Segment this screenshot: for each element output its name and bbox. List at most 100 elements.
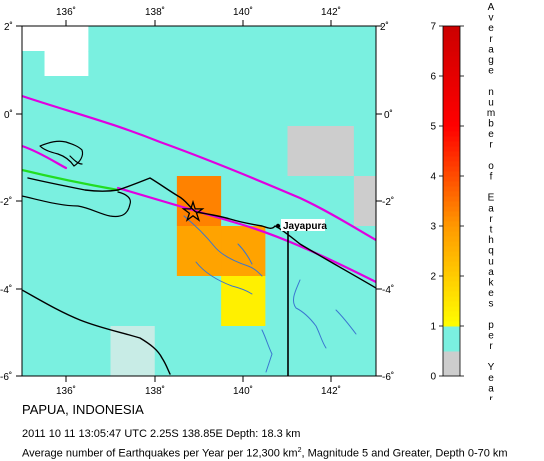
color-scale-title-letter: e	[488, 288, 494, 299]
rate-grid-cell	[176, 251, 200, 277]
rate-grid-cell	[110, 251, 134, 277]
river-south-east	[261, 329, 273, 373]
rate-grid-cell	[66, 326, 89, 352]
color-scale-frame	[442, 25, 461, 377]
rate-grid-cell	[243, 226, 266, 252]
rate-grid-cell	[243, 351, 266, 376]
rate-grid-cell	[353, 301, 376, 327]
rate-grid-cell	[66, 226, 89, 252]
rate-grid-cell	[331, 176, 355, 202]
color-scale-segment	[443, 331, 460, 337]
rate-grid-cell	[154, 101, 178, 127]
rate-grid-cells	[22, 26, 376, 376]
color-scale-segment	[443, 276, 460, 282]
color-scale-segment	[443, 41, 460, 47]
map-description-superscript: 2	[297, 447, 302, 454]
rate-grid-cell	[44, 351, 67, 376]
color-scale-segment	[443, 356, 460, 362]
rate-grid-cell	[22, 351, 45, 376]
rate-grid-cell	[331, 101, 355, 127]
lat-tick-label-left: -4˚	[0, 284, 12, 296]
rate-grid-cell	[331, 326, 355, 352]
rate-grid-cell	[353, 276, 376, 302]
rate-grid-cell	[66, 251, 89, 277]
rate-grid-cell	[199, 276, 222, 302]
rate-grid-cell	[154, 26, 178, 52]
rate-grid-cell	[132, 51, 156, 77]
rate-grid-cell	[22, 201, 45, 227]
rate-grid-cell	[44, 126, 67, 152]
rate-grid-cell	[44, 201, 67, 227]
rate-grid-cell	[88, 351, 111, 376]
lon-tick-label-top: 136˚	[56, 6, 76, 18]
river-fly-upper	[293, 279, 327, 349]
plate-boundary-north	[22, 94, 376, 242]
color-scale-title-letter: a	[488, 203, 494, 214]
color-scale-segment	[443, 221, 460, 227]
rate-grid-cell	[265, 101, 288, 127]
color-scale-segment	[443, 361, 460, 367]
rate-grid-cell	[199, 351, 222, 376]
rate-grid-cell	[176, 226, 200, 252]
color-scale-segment	[443, 211, 460, 217]
color-scale-segment	[443, 71, 460, 77]
rate-grid-cell	[309, 26, 333, 52]
rate-grid-cell	[309, 101, 333, 127]
rate-grid-cell	[44, 226, 67, 252]
rate-grid-cell	[132, 251, 156, 277]
color-scale-title-letter: r	[489, 394, 493, 400]
rate-grid-cell	[132, 76, 156, 102]
color-scale-tick-label: 4	[430, 172, 436, 183]
lat-tick-label-right: -6˚	[382, 371, 394, 383]
color-scale-segment	[443, 251, 460, 257]
rate-grid-cell	[44, 301, 67, 327]
secondary-fault-line	[22, 168, 120, 192]
rate-grid-cell	[243, 76, 266, 102]
color-scale-segment	[443, 111, 460, 117]
color-scale-bar	[443, 26, 460, 377]
rate-grid-cell	[309, 151, 333, 177]
rate-grid-cell	[331, 26, 355, 52]
rate-grid-cell	[199, 176, 222, 202]
rate-grid-cell	[265, 26, 288, 52]
color-scale-title-letter: f	[490, 172, 493, 183]
rate-grid-cell	[243, 151, 266, 177]
color-scale-title-letter: e	[488, 23, 494, 34]
rate-grid-cell	[110, 226, 134, 252]
color-scale-title-letter: e	[488, 129, 494, 140]
rate-grid-cell	[199, 76, 222, 102]
rate-grid-cell	[287, 26, 311, 52]
rate-grid-cell	[353, 226, 376, 252]
lon-tick-label-top: 142˚	[321, 6, 341, 18]
rate-grid-cell	[132, 326, 156, 352]
lat-tick-label-right: -2˚	[382, 196, 394, 208]
color-scale-title-letter: s	[489, 299, 494, 310]
rate-grid-cell	[22, 101, 45, 127]
rate-grid-cell	[331, 351, 355, 376]
rate-grid-cell	[22, 76, 45, 102]
color-scale-title-letter: p	[488, 320, 494, 331]
rate-grid-cell	[132, 126, 156, 152]
color-scale-segment	[443, 206, 460, 212]
color-scale-segment	[443, 161, 460, 167]
color-scale-title-letter: u	[488, 97, 494, 108]
rate-grid-cell	[221, 251, 244, 277]
color-scale-title-letter: b	[488, 119, 494, 130]
rate-grid-cell	[199, 301, 222, 327]
rate-grid-cell	[88, 301, 111, 327]
city-label-jayapura: Jayapura	[283, 221, 327, 232]
color-scale-segment	[443, 261, 460, 267]
rate-grid-cell	[265, 151, 288, 177]
rate-grid-cell	[331, 251, 355, 277]
rate-grid-cell	[265, 226, 288, 252]
map-description: Average number of Earthquakes per Year p…	[22, 447, 508, 460]
rate-grid-cell	[309, 276, 333, 302]
color-scale-segment	[443, 86, 460, 92]
color-scale-title-letter: h	[488, 235, 494, 246]
rate-grid-cell	[22, 126, 45, 152]
rate-grid-cell	[110, 76, 134, 102]
rate-grid-cell	[88, 151, 111, 177]
color-scale-tick-label: 6	[430, 72, 436, 83]
rate-grid-cell	[331, 76, 355, 102]
rate-grid-cell	[353, 26, 376, 52]
